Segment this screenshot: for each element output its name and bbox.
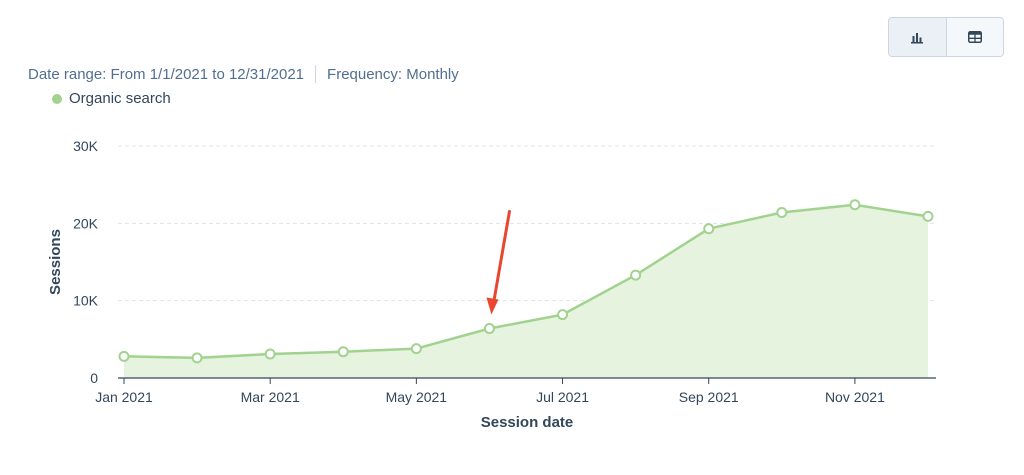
- data-point: [410, 343, 422, 355]
- chart-view-toggle: [888, 17, 1004, 57]
- data-point: [557, 309, 569, 321]
- chart-view-button[interactable]: [889, 18, 947, 56]
- x-tick-label: Jan 2021: [95, 389, 153, 405]
- data-points: [118, 199, 934, 364]
- x-axis-title: Session date: [481, 414, 574, 431]
- data-point: [922, 210, 934, 222]
- data-point: [703, 223, 715, 235]
- y-tick-label: 20K: [73, 215, 99, 231]
- series-area: [124, 204, 928, 378]
- data-point: [776, 207, 788, 219]
- x-axis: 0 10K 20K 30K Jan 2021 Mar 2021 May 2021 Jul 20…: [73, 138, 936, 405]
- annotation-layer: [486, 210, 511, 315]
- data-point: [264, 348, 276, 360]
- date-range-text: Date range: From 1/1/2021 to 12/31/2021: [28, 65, 305, 83]
- x-tick-label: May 2021: [386, 389, 448, 405]
- annotation-arrow-head: [486, 297, 499, 315]
- data-point: [849, 199, 861, 211]
- series-line: [123, 203, 929, 360]
- x-tick-label: Sep 2021: [679, 389, 739, 405]
- data-point: [483, 323, 495, 335]
- data-point: [630, 269, 642, 281]
- x-tick-label: Jul 2021: [536, 389, 589, 405]
- y-axis-title: Sessions: [47, 229, 64, 295]
- frequency-text: Frequency: Monthly: [327, 65, 459, 83]
- data-point: [337, 346, 349, 358]
- chart-legend: Organic search: [52, 90, 171, 107]
- legend-label: Organic search: [69, 90, 171, 107]
- y-tick-label: 0: [90, 370, 98, 386]
- bar-chart-icon: [911, 33, 924, 44]
- filter-divider: [315, 65, 317, 83]
- table-icon: [967, 31, 982, 43]
- report-filters: Date range: From 1/1/2021 to 12/31/2021 …: [28, 65, 459, 83]
- y-tick-label: 30K: [73, 138, 99, 154]
- x-tick-label: Mar 2021: [241, 389, 300, 405]
- x-tick-label: Nov 2021: [825, 389, 885, 405]
- data-point: [118, 350, 130, 362]
- annotation-arrow-shaft: [492, 210, 511, 305]
- table-view-button[interactable]: [946, 18, 1003, 56]
- y-tick-label: 10K: [73, 293, 99, 309]
- data-point: [191, 352, 203, 364]
- area-layer: [123, 203, 929, 378]
- legend-swatch: [52, 93, 62, 104]
